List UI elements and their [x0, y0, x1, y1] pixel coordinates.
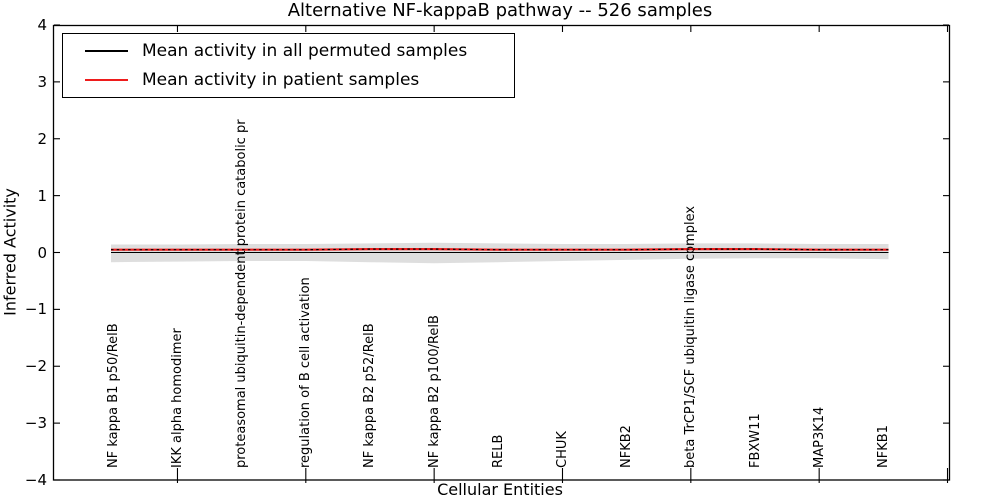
legend-line-permuted-icon: [85, 50, 128, 52]
legend-item-patient: Mean activity in patient samples: [63, 66, 514, 95]
x-tick-label: FBXW11: [747, 413, 763, 468]
x-tick-label: NF kappa B1 p50/RelB: [105, 323, 121, 468]
x-tick-label: IKK alpha homodimer: [169, 328, 185, 468]
y-tick-label: 4: [37, 16, 47, 34]
x-tick-label: NFKB1: [875, 425, 891, 468]
x-tick-label: beta TrCP1/SCF ubiquitin ligase complex: [683, 205, 699, 468]
y-tick-label: −3: [24, 414, 47, 433]
legend-item-permuted: Mean activity in all permuted samples: [63, 37, 514, 66]
x-tick-label: MAP3K14: [811, 406, 827, 468]
x-tick-label: proteasomal ubiquitin-dependent protein …: [234, 119, 250, 468]
y-tick-label: 3: [37, 72, 47, 91]
legend-label-patient: Mean activity in patient samples: [142, 70, 420, 90]
x-tick-label: NFKB2: [619, 425, 635, 468]
y-tick-label: 1: [37, 186, 47, 205]
x-tick-label: RELB: [490, 434, 506, 468]
x-tick-label: CHUK: [554, 431, 570, 468]
legend-line-patient-icon: [85, 79, 128, 81]
y-tick-label: 0: [37, 243, 47, 262]
x-tick-label: NF kappa B2 p100/RelB: [426, 315, 442, 468]
x-tick-label: NF kappa B2 p52/RelB: [362, 323, 378, 468]
y-tick-label: 2: [37, 129, 47, 148]
legend-label-permuted: Mean activity in all permuted samples: [142, 41, 468, 61]
x-axis-label: Cellular Entities: [437, 480, 563, 499]
y-tick-label: −4: [24, 471, 47, 489]
y-axis-label: Inferred Activity: [0, 188, 20, 316]
y-tick-label: −2: [24, 357, 47, 376]
legend: Mean activity in all permuted samples Me…: [62, 33, 515, 98]
x-tick-label: regulation of B cell activation: [298, 277, 314, 468]
y-tick-label: −1: [24, 300, 47, 319]
chart-title: Alternative NF-kappaB pathway -- 526 sam…: [287, 0, 713, 21]
